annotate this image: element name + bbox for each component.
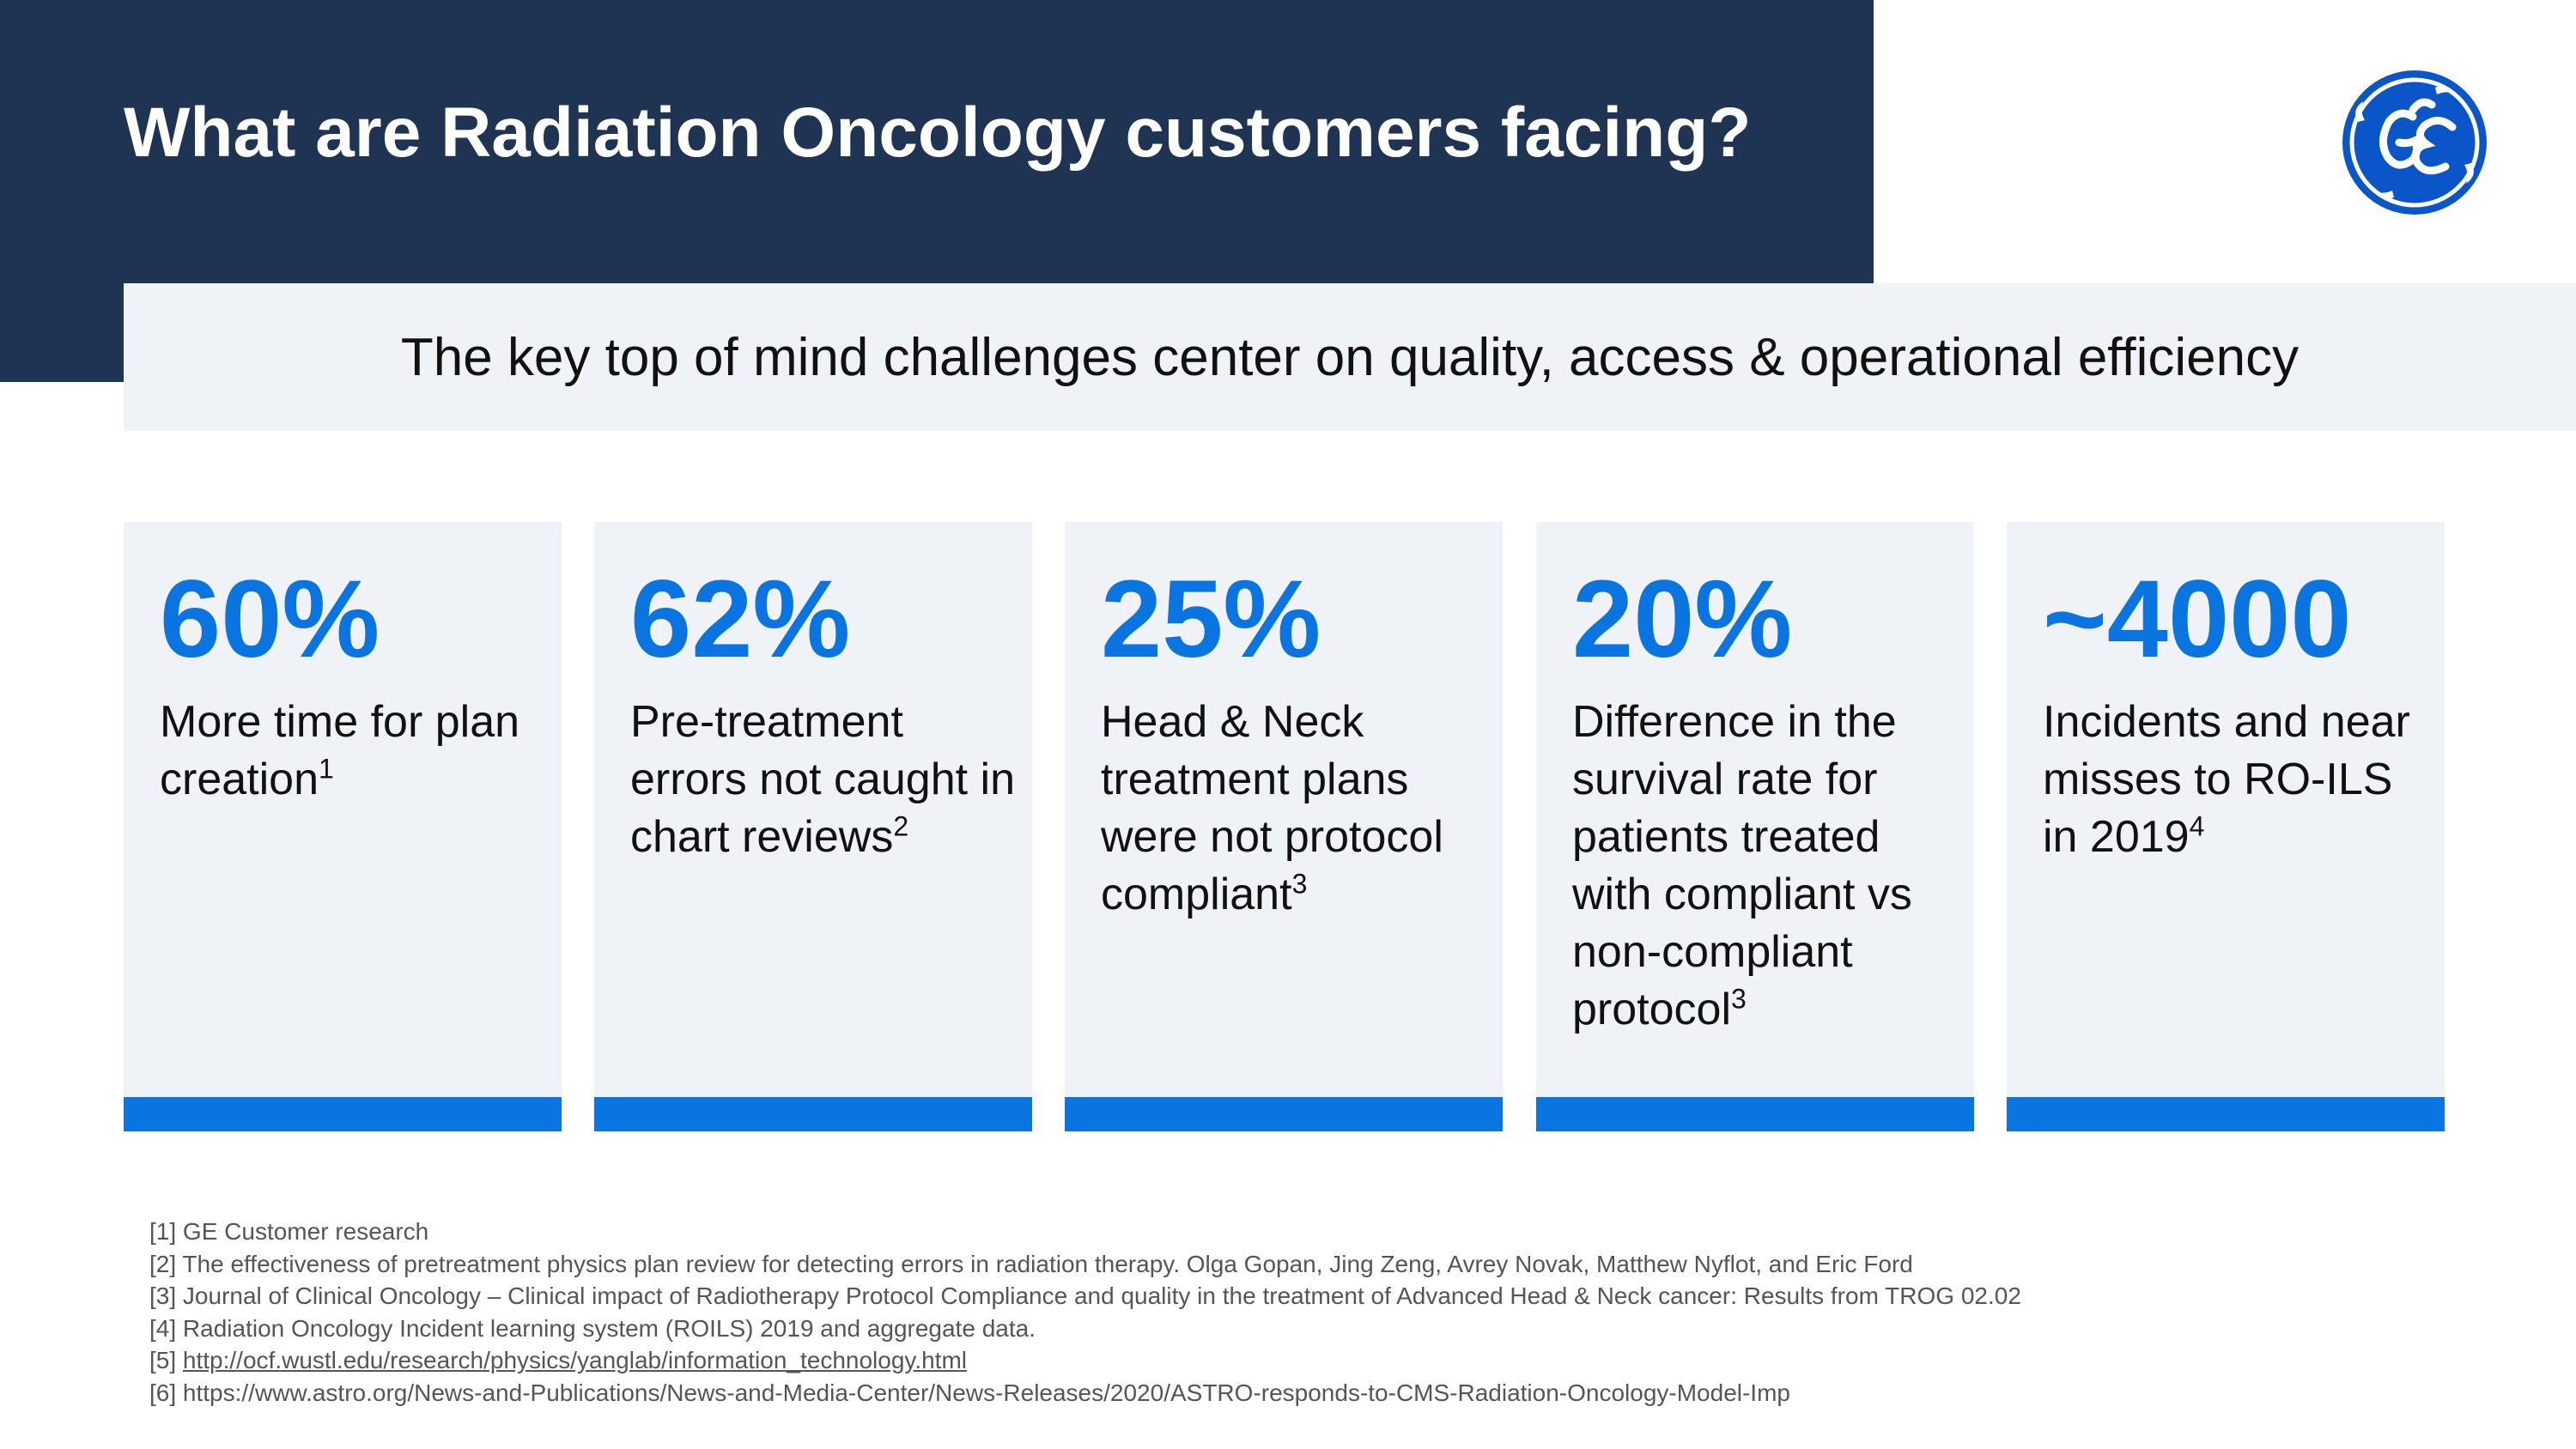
footnote-ref: 3 — [1731, 983, 1747, 1015]
stat-value: ~4000 — [2043, 558, 2352, 681]
footnote-ref: 3 — [1291, 868, 1308, 900]
footnote-ref: 2 — [893, 810, 909, 842]
card-accent-bar — [1536, 1097, 1974, 1131]
stat-value: 62% — [630, 558, 851, 681]
footnote-item: [6] https://www.astro.org/News-and-Publi… — [149, 1377, 2021, 1410]
footnote-item: [3] Journal of Clinical Oncology – Clini… — [149, 1280, 2021, 1313]
stat-description: Pre-treatment errors not caught in chart… — [630, 694, 1025, 866]
footnote-number: [6] — [149, 1379, 177, 1406]
stat-description: More time for plan creation1 — [160, 694, 555, 809]
footnote-number: [2] — [149, 1250, 177, 1277]
footnote-text: https://www.astro.org/News-and-Publicati… — [182, 1379, 1790, 1406]
footnote-ref: 1 — [319, 753, 334, 785]
footnote-item: [1] GE Customer research — [149, 1216, 2021, 1248]
card-accent-bar — [594, 1097, 1032, 1131]
footnote-item: [5] http://ocf.wustl.edu/research/physic… — [149, 1344, 2021, 1377]
stat-description: Head & Neck treatment plans were not pro… — [1101, 694, 1496, 924]
stat-value: 60% — [160, 558, 380, 681]
footnote-text: Journal of Clinical Oncology – Clinical … — [182, 1282, 2021, 1309]
stat-value: 25% — [1101, 558, 1321, 681]
footnote-item: [2] The effectiveness of pretreatment ph… — [149, 1248, 2021, 1281]
footnotes-list: [1] GE Customer research [2] The effecti… — [149, 1216, 2021, 1409]
stat-card: 60% More time for plan creation1 — [124, 522, 562, 1131]
footnote-text: The effectiveness of pretreatment physic… — [182, 1250, 1913, 1277]
footnote-text: GE Customer research — [182, 1218, 429, 1245]
header-band-accent — [0, 283, 124, 382]
footnote-number: [3] — [149, 1282, 177, 1309]
card-accent-bar — [124, 1097, 562, 1131]
card-accent-bar — [2007, 1097, 2445, 1131]
footnote-text: Radiation Oncology Incident learning sys… — [182, 1314, 1036, 1342]
page-subtitle: The key top of mind challenges center on… — [400, 327, 2300, 387]
footnote-link[interactable]: http://ocf.wustl.edu/research/physics/ya… — [182, 1347, 967, 1373]
stat-description-text: Head & Neck treatment plans were not pro… — [1101, 697, 1443, 919]
footnote-number: [1] — [149, 1218, 177, 1245]
subtitle-band: The key top of mind challenges center on… — [124, 283, 2576, 431]
stat-description-text: Pre-treatment errors not caught in chart… — [630, 697, 1016, 862]
card-accent-bar — [1065, 1097, 1503, 1131]
footnote-item: [4] Radiation Oncology Incident learning… — [149, 1313, 2021, 1345]
stat-description-text: Difference in the survival rate for pati… — [1572, 697, 1912, 1034]
footnote-ref: 4 — [2189, 810, 2205, 842]
footnote-number: [5] — [149, 1347, 177, 1373]
stat-description-text: Incidents and near misses to RO-ILS in 2… — [2043, 697, 2410, 862]
stat-value: 20% — [1572, 558, 1793, 681]
header-band — [0, 0, 1874, 283]
ge-monogram-logo-icon — [2342, 70, 2487, 215]
page-title: What are Radiation Oncology customers fa… — [124, 94, 1752, 172]
stat-description: Difference in the survival rate for pati… — [1572, 694, 1967, 1039]
stat-card: 62% Pre-treatment errors not caught in c… — [594, 522, 1032, 1131]
stat-card: 25% Head & Neck treatment plans were not… — [1065, 522, 1503, 1131]
stat-card: 20% Difference in the survival rate for … — [1536, 522, 1974, 1131]
stat-description: Incidents and near misses to RO-ILS in 2… — [2043, 694, 2438, 866]
stat-description-text: More time for plan creation — [160, 697, 520, 804]
footnote-number: [4] — [149, 1314, 177, 1342]
stat-card: ~4000 Incidents and near misses to RO-IL… — [2007, 522, 2445, 1131]
